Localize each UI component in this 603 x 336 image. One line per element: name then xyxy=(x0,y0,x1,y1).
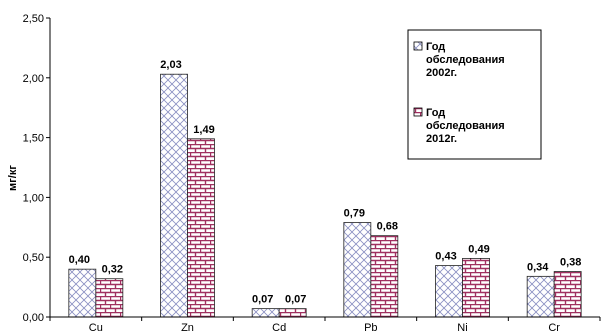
bar-cr-series1 xyxy=(526,275,555,318)
bar-cd-series2 xyxy=(278,308,307,318)
bar-ni-series1 xyxy=(435,265,463,318)
bar-cu-series2 xyxy=(95,278,124,318)
bar-cr-series2 xyxy=(553,271,582,318)
bar-pb-series1 xyxy=(343,222,372,318)
legend: Год обследования 2002г. Год обследования… xyxy=(407,29,542,160)
bars xyxy=(68,73,582,318)
data-label-zn-series2: 1,49 xyxy=(193,124,214,136)
data-label-zn-series1: 2,03 xyxy=(160,59,181,71)
x-tick-label: Zn xyxy=(181,322,194,334)
data-labels: 0,40 0,32 2,03 1,49 0,07 0,07 0,79 0,68 0,43 0,49… xyxy=(69,59,582,305)
y-tick-label: 0,50 xyxy=(23,252,44,264)
bar-zn-series2 xyxy=(187,138,215,318)
y-tick-label: 2,00 xyxy=(23,73,44,85)
legend-label-2002-line1: Год xyxy=(426,41,445,53)
x-tick-label: Ni xyxy=(457,322,467,334)
legend-label-2012-line2: обследования xyxy=(426,120,505,132)
data-label-ni-series2: 0,49 xyxy=(468,243,489,255)
y-axis-label: мг/кг xyxy=(7,165,19,191)
legend-swatch-2002 xyxy=(413,41,423,51)
x-tick-label: Cr xyxy=(548,322,560,334)
data-label-cd-series1: 0,07 xyxy=(252,294,273,306)
y-tick-label: 1,50 xyxy=(23,133,44,145)
bar-cd-series1 xyxy=(251,308,280,318)
legend-label-2002-line2: обследования xyxy=(426,54,505,66)
data-label-pb-series2: 0,68 xyxy=(377,221,398,233)
y-tick-label: 2,50 xyxy=(23,13,44,25)
x-tick-label: Cu xyxy=(89,322,103,334)
bar-pb-series2 xyxy=(370,235,399,318)
x-ticks: Cu Zn Cd Pb Ni Cr xyxy=(49,317,601,334)
legend-label-2012-line1: Год xyxy=(426,107,445,119)
y-ticks: 0,00 0,50 1,00 1,50 2,00 2,50 xyxy=(23,13,50,324)
legend-label-2002-line3: 2002г. xyxy=(426,67,457,79)
legend-box xyxy=(407,29,542,160)
data-label-pb-series1: 0,79 xyxy=(344,208,365,220)
legend-label-2012-line3: 2012г. xyxy=(426,133,457,145)
data-label-cd-series2: 0,07 xyxy=(285,294,306,306)
data-label-cr-series1: 0,34 xyxy=(527,261,549,273)
x-tick-label: Cd xyxy=(272,322,286,334)
data-label-cu-series1: 0,40 xyxy=(69,254,90,266)
bar-ni-series2 xyxy=(462,257,490,318)
bar-zn-series1 xyxy=(160,73,188,318)
data-label-cr-series2: 0,38 xyxy=(560,257,581,269)
y-tick-label: 0,00 xyxy=(23,312,44,324)
y-tick-label: 1,00 xyxy=(23,192,44,204)
bar-cu-series1 xyxy=(68,268,97,318)
data-label-ni-series1: 0,43 xyxy=(435,251,456,263)
x-tick-label: Pb xyxy=(364,322,377,334)
data-label-cu-series2: 0,32 xyxy=(102,264,123,276)
legend-swatch-2012 xyxy=(413,107,423,117)
